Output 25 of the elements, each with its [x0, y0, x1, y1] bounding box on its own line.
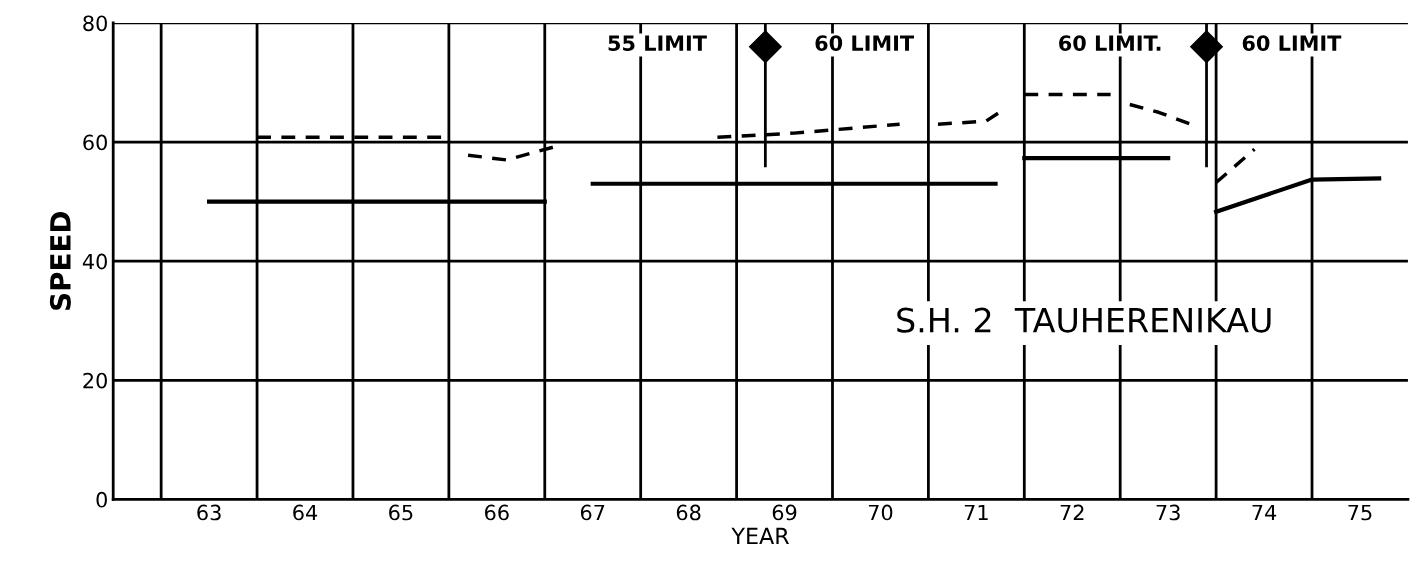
y-tick-label: 0: [96, 491, 107, 508]
x-tick-label: 73: [1156, 504, 1180, 521]
x-tick-label: 66: [485, 504, 509, 521]
x-tick-label: 65: [389, 504, 413, 521]
x-tick-label: 63: [197, 504, 221, 521]
x-tick-label: 74: [1252, 504, 1277, 521]
annotation: 60 LIMIT: [1242, 35, 1342, 51]
y-axis-title: SPEED: [49, 211, 71, 310]
y-tick-label: 40: [82, 253, 107, 270]
y-tick-label: 60: [83, 134, 107, 151]
x-tick-label: 69: [772, 504, 797, 521]
annotation: 55 LIMIT: [608, 35, 707, 51]
y-tick-label: 80: [83, 15, 107, 32]
y-tick-label: 20: [83, 372, 107, 389]
text: S.H. 2 TAUHERENIKAU: [897, 307, 1271, 333]
x-tick-label: 68: [676, 504, 701, 521]
x-axis-title: YEAR: [731, 527, 790, 545]
annotation: 60 LIMIT: [815, 35, 915, 51]
x-tick-label: 67: [580, 504, 605, 521]
x-tick-label: 70: [868, 504, 893, 521]
x-tick-label: 72: [1060, 504, 1084, 521]
x-tick-label: 64: [293, 504, 318, 521]
x-tick-label: 75: [1348, 504, 1372, 521]
x-tick-label: 71: [964, 504, 988, 521]
annotation: 60 LIMIT.: [1059, 35, 1161, 51]
